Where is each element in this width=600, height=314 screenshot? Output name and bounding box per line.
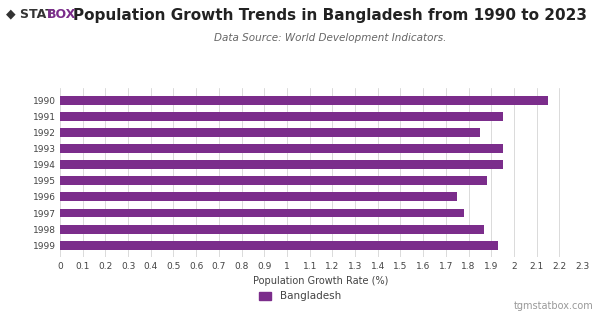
Bar [60,128,480,137]
Bar [60,96,548,105]
Text: ◆ STAT: ◆ STAT [6,8,54,21]
Text: Data Source: World Development Indicators.: Data Source: World Development Indicator… [214,33,446,43]
Text: tgmstatbox.com: tgmstatbox.com [514,301,594,311]
X-axis label: Population Growth Rate (%): Population Growth Rate (%) [253,276,389,286]
Text: BOX: BOX [47,8,76,21]
Bar [60,241,498,250]
Bar [60,225,484,234]
Bar [60,192,457,201]
Bar [60,112,503,121]
Bar [60,144,503,153]
Bar [60,176,487,185]
Text: Population Growth Trends in Bangladesh from 1990 to 2023: Population Growth Trends in Bangladesh f… [73,8,587,23]
Bar [60,208,464,218]
Legend: Bangladesh: Bangladesh [255,287,345,306]
Bar [60,160,503,169]
